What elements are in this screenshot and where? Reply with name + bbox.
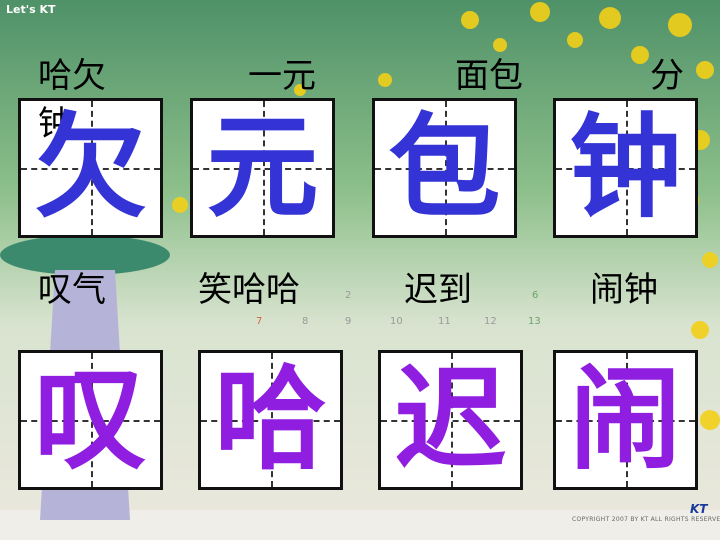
calendar-number: 10 [390,316,403,327]
char-qian: 欠 [34,103,147,233]
calendar-number: 2 [345,290,352,301]
writing-grid-7 [378,350,523,490]
calendar-number: 7 [256,316,263,327]
calendar-number: 13 [528,316,541,327]
calendar-number: 6 [532,290,539,301]
word-tanqi: 叹气 [38,270,106,310]
writing-grid-6 [198,350,343,490]
word-zhong: 钟 [38,104,72,144]
word-naozhong: 闹钟 [590,270,658,310]
writing-grid-1 [18,98,163,238]
calendar-number: 9 [345,316,352,327]
char-bao: 包 [388,103,501,233]
word-yiyuan: 一元 [248,56,316,96]
char-tan: 叹 [34,355,147,485]
calendar-number: 12 [484,316,497,327]
writing-grid-3 [372,98,517,238]
top-logo: Let's KT [6,3,56,16]
writing-grid-8 [553,350,698,490]
char-zhong: 钟 [569,103,682,233]
word-chidao: 迟到 [404,270,472,310]
bottom-logo: KT [690,502,708,516]
word-haqian: 哈欠 [38,56,106,96]
writing-grid-2 [190,98,335,238]
char-nao: 闹 [569,355,682,485]
copyright-text: COPYRIGHT 2007 BY KT ALL RIGHTS RESERVED [572,516,720,523]
word-xiaohaha: 笑哈哈 [198,270,300,310]
char-chi: 迟 [394,355,507,485]
word-mianbao: 面包 [455,56,523,96]
char-yuan: 元 [206,103,319,233]
word-fen: 分 [650,56,684,96]
calendar-number: 11 [438,316,451,327]
writing-grid-4 [553,98,698,238]
char-ha: 哈 [214,355,327,485]
calendar-number: 8 [302,316,309,327]
writing-grid-5 [18,350,163,490]
